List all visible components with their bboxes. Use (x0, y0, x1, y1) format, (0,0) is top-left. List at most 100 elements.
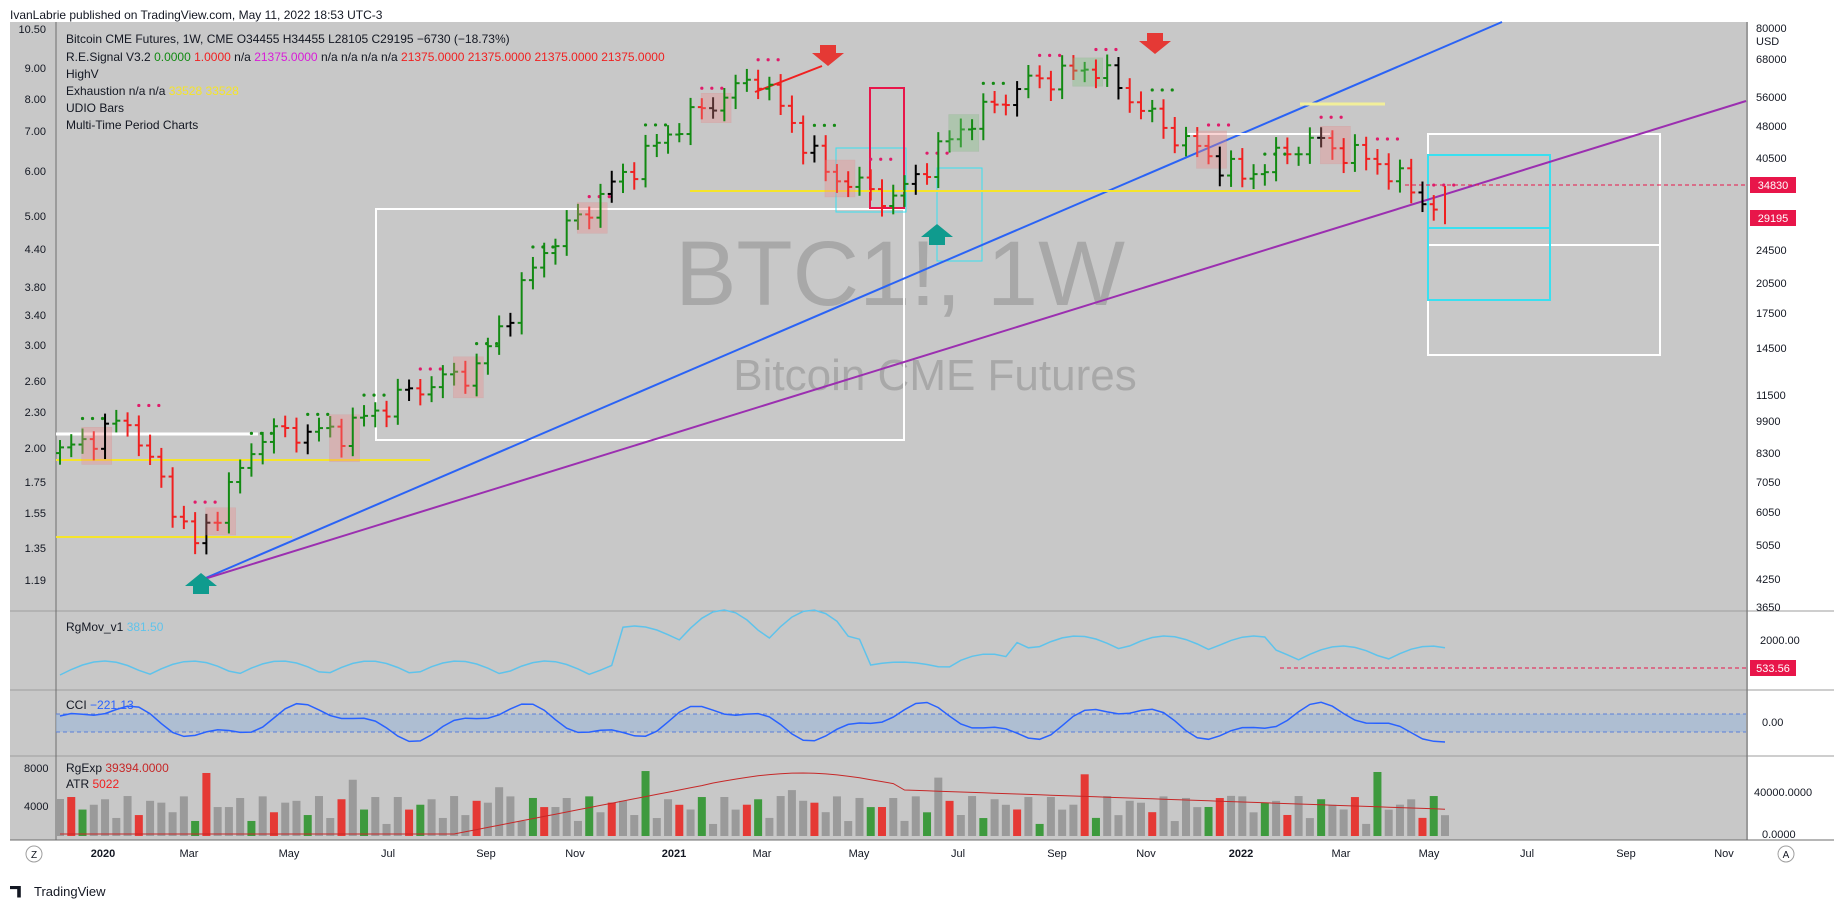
udio-box (329, 414, 360, 462)
price-bar (1395, 159, 1404, 193)
legend-rgmov: RgMov_v1 381.50 (66, 620, 164, 634)
time-axis[interactable]: 2020 Mar May Jul Sep Nov 2021 Mar May Jul Sep Nov 20… (91, 848, 1735, 860)
price-bar (89, 431, 98, 461)
price-bar (78, 428, 87, 454)
rgexp-bar (483, 802, 492, 836)
rgexp-bar (393, 797, 402, 836)
price-bar (157, 447, 166, 488)
legend-udio: UDIO Bars (66, 101, 124, 115)
signal-dot (1038, 53, 1042, 57)
price-bar (979, 93, 988, 141)
rgexp-axis-right-bot: 0.0000 (1762, 829, 1796, 841)
rgexp-bar (1001, 804, 1010, 836)
rgexp-bar (1069, 804, 1078, 836)
purple-trendline[interactable] (200, 100, 1747, 581)
auto-scale-button[interactable] (1777, 845, 1795, 863)
signal-dot (531, 245, 535, 249)
rgexp-bar (281, 802, 290, 836)
price-bar (855, 166, 864, 196)
white-range-box[interactable] (375, 208, 905, 441)
rgexp-bar (123, 796, 132, 836)
right-axis-tick: 9900 (1756, 416, 1780, 428)
rgexp-bar (157, 802, 166, 836)
blue-trendline[interactable] (200, 21, 1503, 581)
legend-highv: HighV (66, 67, 99, 81)
time-axis-tick: Sep (1616, 848, 1636, 860)
left-axis-tick: 2.30 (25, 407, 46, 419)
rgexp-bar (1283, 814, 1292, 836)
main-pane[interactable] (56, 22, 1746, 610)
time-axis-tick: May (849, 848, 870, 860)
price-bar (697, 98, 706, 120)
price-bar (258, 431, 267, 465)
price-bar (1260, 164, 1269, 186)
price-bar (303, 424, 312, 455)
rgexp-bar (979, 818, 988, 836)
rgexp-axis-left-mid: 4000 (24, 801, 48, 813)
left-axis-tick: 1.19 (25, 575, 46, 587)
price-bar (1339, 138, 1348, 174)
left-price-axis[interactable]: 10.50 9.00 8.00 7.00 6.00 5.00 4.40 3.80 3.40 3.0… (18, 24, 46, 587)
left-axis-tick: 2.00 (25, 443, 46, 455)
udio-box (948, 114, 980, 152)
up-arrow-marker-1 (185, 573, 217, 594)
signal-dot (1094, 47, 1098, 52)
left-axis-tick: 6.00 (25, 166, 46, 178)
price-bar (619, 163, 628, 194)
rgexp-bar (652, 818, 661, 836)
signal-dot (372, 393, 376, 397)
price-bars[interactable] (56, 47, 1456, 555)
rgexp-bar (438, 817, 447, 836)
rgexp-bar (314, 796, 323, 836)
rgexp-bar (146, 800, 155, 836)
rgexp-bar (1373, 771, 1382, 836)
price-bar (742, 68, 751, 92)
signal-dot (193, 500, 197, 504)
price-bar (202, 513, 211, 555)
signal-dot (1170, 88, 1174, 92)
rgexp-bar (1362, 823, 1371, 836)
watermark-symbol: BTC1!, 1W (675, 223, 1125, 325)
price-bar (709, 97, 718, 119)
zoom-button[interactable] (25, 845, 43, 863)
signal-dot (475, 342, 479, 346)
rgexp-bar (89, 804, 98, 836)
price-bar (1058, 55, 1067, 100)
right-axis-tick: 17500 (1756, 308, 1787, 320)
udio-box (205, 507, 236, 536)
signal-dot (1283, 152, 1287, 156)
signal-dot (1395, 137, 1400, 141)
left-axis-tick: 3.80 (25, 282, 46, 294)
price-bar (123, 412, 132, 437)
price-bar (562, 210, 571, 256)
price-bar (224, 472, 233, 534)
price-bar (573, 203, 582, 230)
time-axis-tick: Mar (180, 848, 199, 860)
rgexp-bar (1317, 799, 1326, 836)
udio-box (700, 92, 732, 123)
rgexp-bar (787, 790, 796, 836)
signal-dot (776, 58, 780, 62)
right-axis-tick: 14500 (1756, 343, 1787, 355)
rgexp-bar (371, 797, 380, 836)
price-bar (67, 434, 76, 458)
signal-dot (889, 157, 893, 161)
price-bar (923, 163, 932, 185)
rgexp-bar (1441, 815, 1449, 836)
brand-name: TradingView (34, 884, 106, 899)
price-bar (371, 402, 380, 428)
signal-dot (653, 123, 658, 127)
price-bar (821, 135, 830, 182)
left-axis-tick: 7.00 (25, 126, 46, 138)
time-axis-tick: Mar (1332, 848, 1351, 860)
rgexp-bar (799, 800, 808, 836)
signal-dot (1206, 123, 1211, 127)
zoom-button-label: Z (31, 850, 37, 861)
drawings[interactable] (375, 87, 1661, 441)
rgexp-bar (269, 812, 278, 836)
rgexp-bar (1429, 796, 1438, 836)
legend: Bitcoin CME Futures, 1W, CME O34455 H344… (66, 32, 665, 791)
